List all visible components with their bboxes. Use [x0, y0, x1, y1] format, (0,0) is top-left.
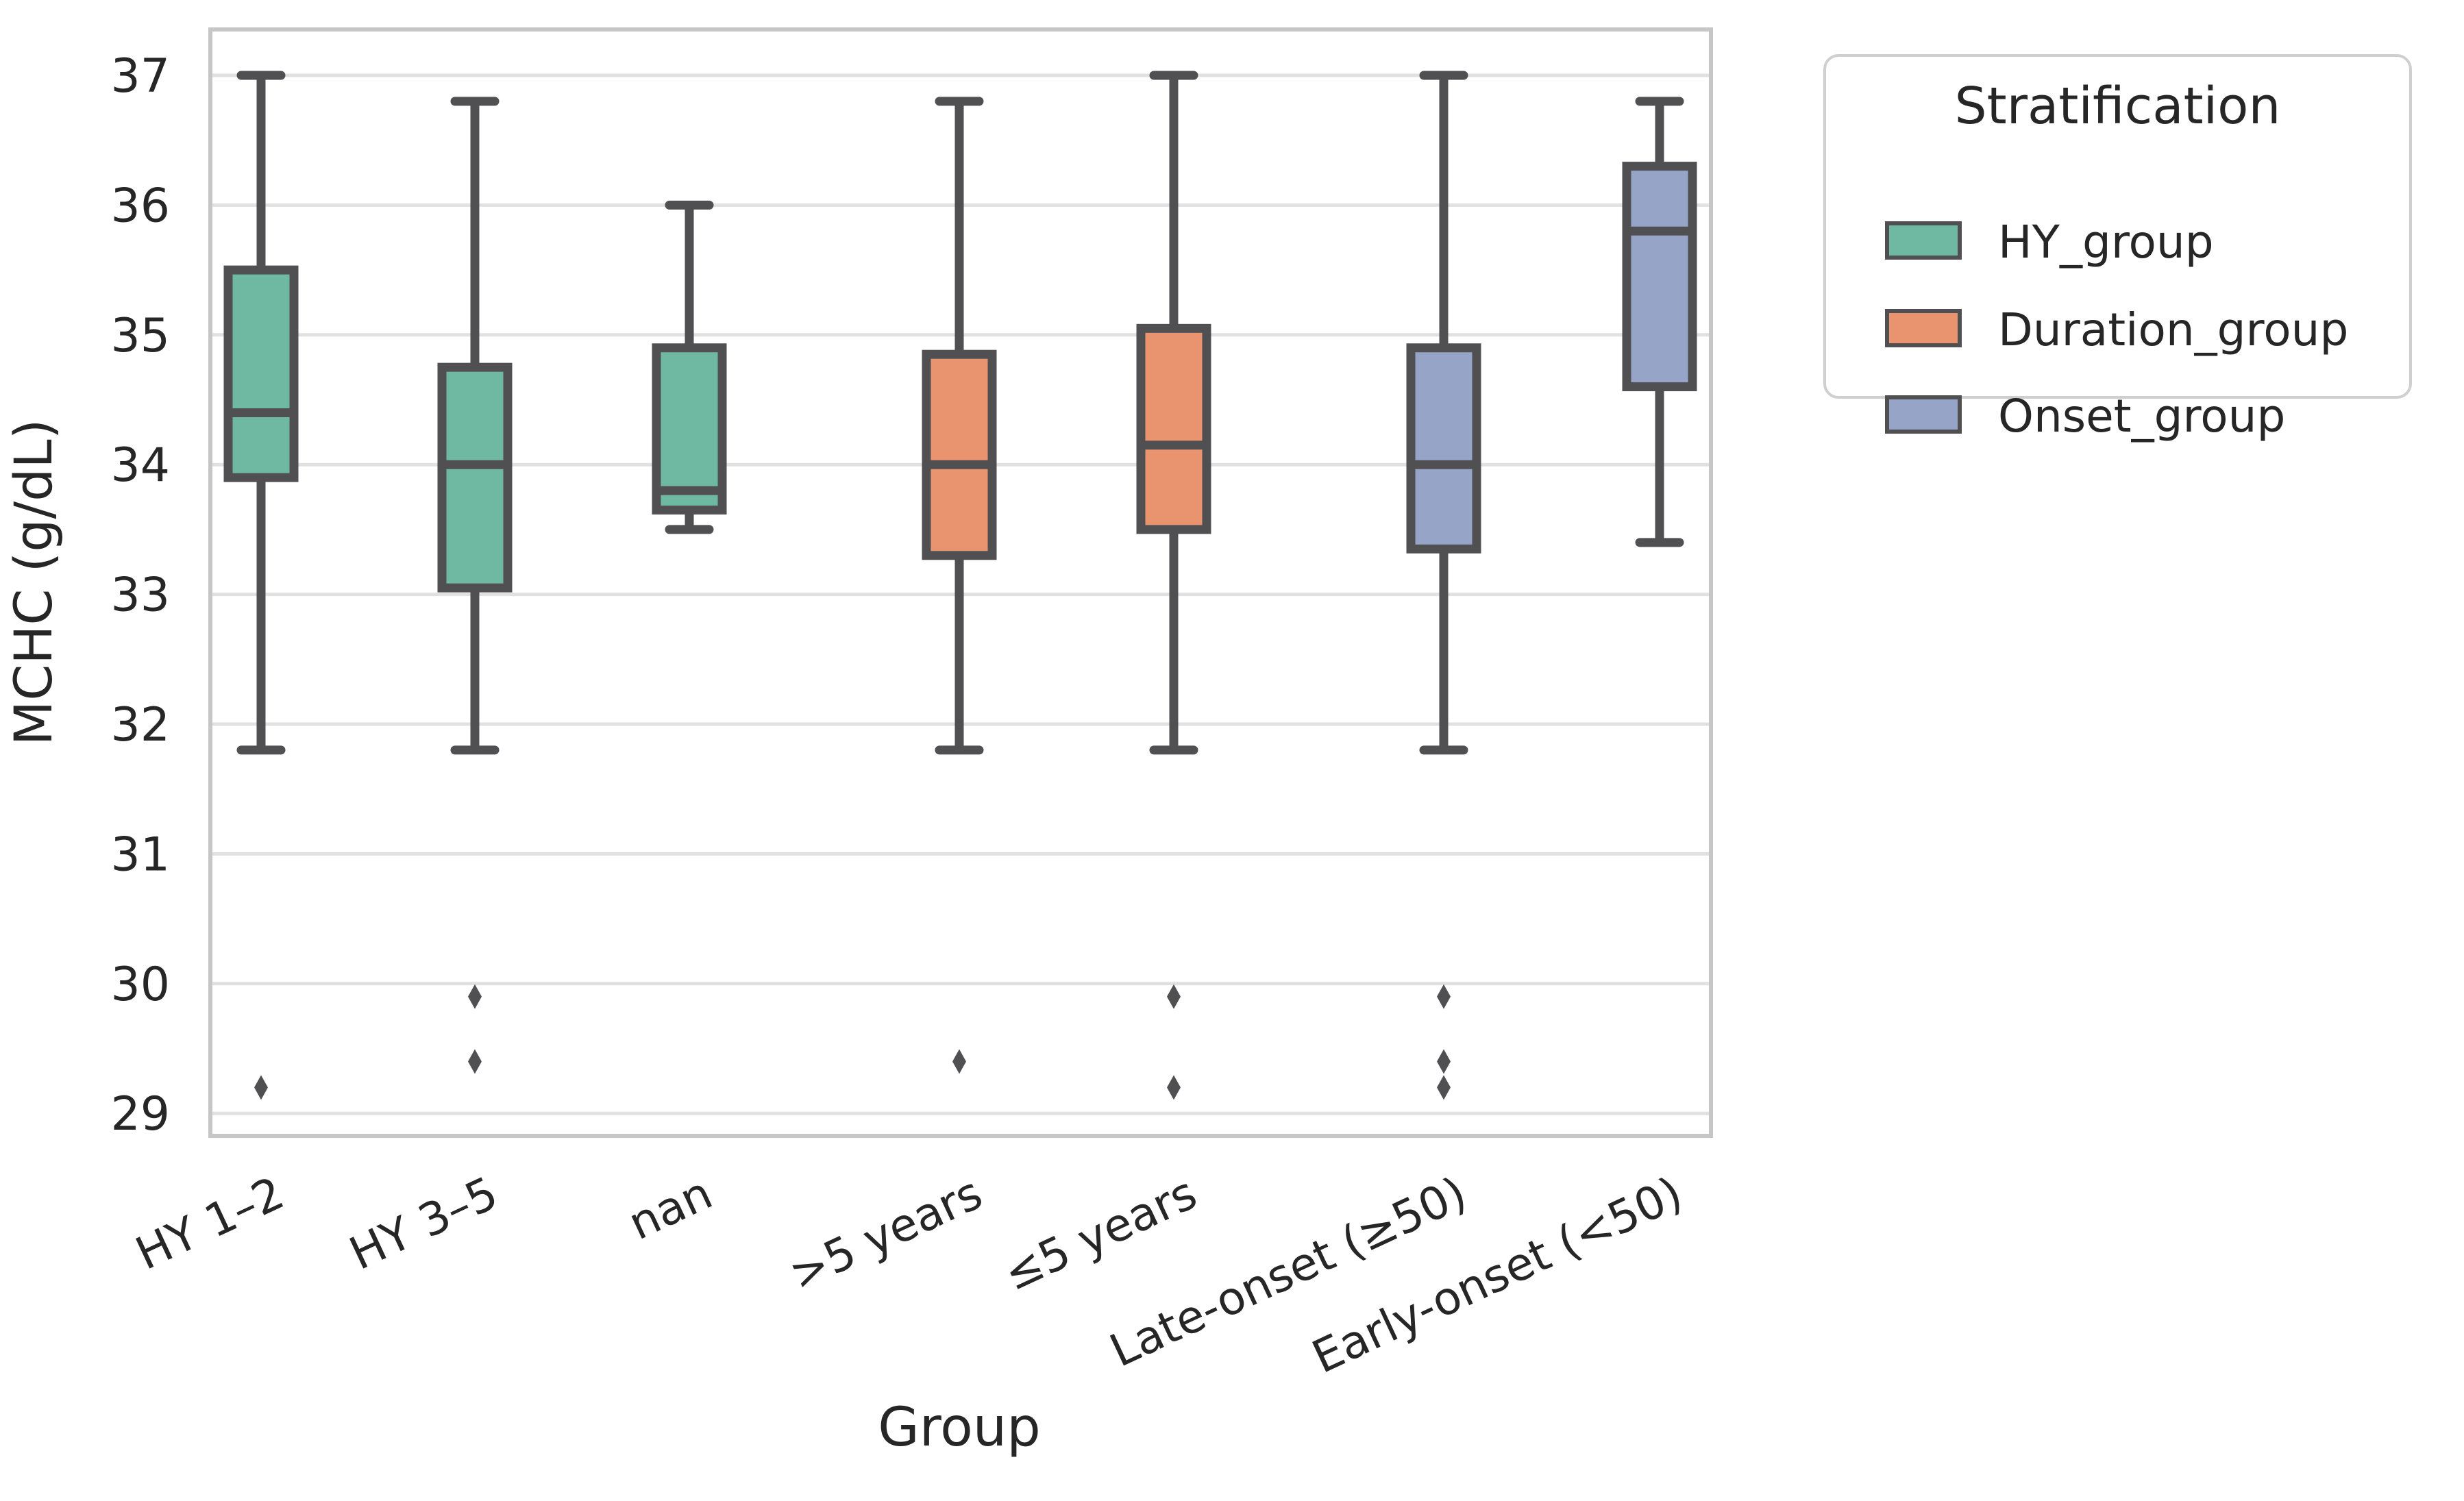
box-rect: [1406, 343, 1481, 554]
legend-label: HY_group: [1998, 216, 2214, 269]
y-tick-label: 33: [110, 569, 170, 623]
legend-label: Onset_group: [1998, 390, 2286, 443]
legend-swatch-onset-group: [1885, 395, 1962, 434]
box-rect: [223, 265, 299, 482]
outlier-diamond: [1167, 1075, 1181, 1100]
axes-border: [208, 27, 1713, 1138]
y-tick-label: 32: [110, 698, 170, 752]
outlier-diamond: [468, 984, 482, 1009]
box-rect: [1622, 162, 1697, 392]
outlier-diamond: [1437, 1049, 1451, 1074]
axes-spines: [208, 27, 1713, 1138]
outlier-diamond: [468, 1049, 482, 1074]
x-tick-label: Early-onset (<50): [1305, 1167, 1690, 1384]
y-tick-label: 29: [110, 1087, 170, 1141]
box-group: [223, 71, 299, 1100]
y-tick-label: 36: [110, 179, 170, 233]
legend-title: Stratification: [1954, 77, 2281, 136]
x-axis-label: Group: [878, 1397, 1040, 1459]
outlier-diamond: [1167, 984, 1181, 1009]
x-tick-label: ≤5 years: [996, 1167, 1204, 1302]
box-group: [652, 200, 727, 534]
x-tick-label: HY 1–2: [128, 1167, 292, 1280]
x-tick-label: nan: [621, 1167, 720, 1250]
box-rect: [437, 362, 513, 593]
outlier-diamond: [1437, 1075, 1451, 1100]
box-rect: [922, 349, 997, 560]
outlier-diamond: [952, 1049, 966, 1074]
legend: Stratification HY_group Duration_group O…: [1823, 54, 2412, 443]
x-tick-label: >5 years: [781, 1167, 989, 1302]
legend-label: Duration_group: [1998, 303, 2349, 356]
y-tick-label: 31: [110, 828, 170, 882]
legend-swatch-hy-group: [1885, 221, 1962, 260]
box-group: [1622, 97, 1697, 547]
box-rect: [652, 343, 727, 514]
outlier-diamond: [1437, 984, 1451, 1009]
y-tick-label: 35: [110, 309, 170, 363]
y-axis-label: MCHC (g/dL): [3, 419, 64, 746]
box-group: [1406, 71, 1481, 1100]
box-group: [922, 97, 997, 1074]
box-group: [437, 97, 513, 1074]
legend-swatch-duration-group: [1885, 309, 1962, 347]
y-tick-label: 30: [110, 958, 170, 1012]
box-rect: [1136, 323, 1211, 534]
x-tick-label: HY 3–5: [342, 1167, 506, 1280]
box-layer: [223, 71, 1697, 1100]
outlier-diamond: [254, 1075, 268, 1100]
y-tick-label: 37: [110, 49, 170, 103]
y-tick-label: 34: [110, 438, 170, 493]
tick-label-layer: 37 36 35 34 33 32 31 30 29 HY 1–2 HY 3–5 nan >5 year…: [110, 49, 1690, 1384]
box-group: [1136, 71, 1211, 1100]
